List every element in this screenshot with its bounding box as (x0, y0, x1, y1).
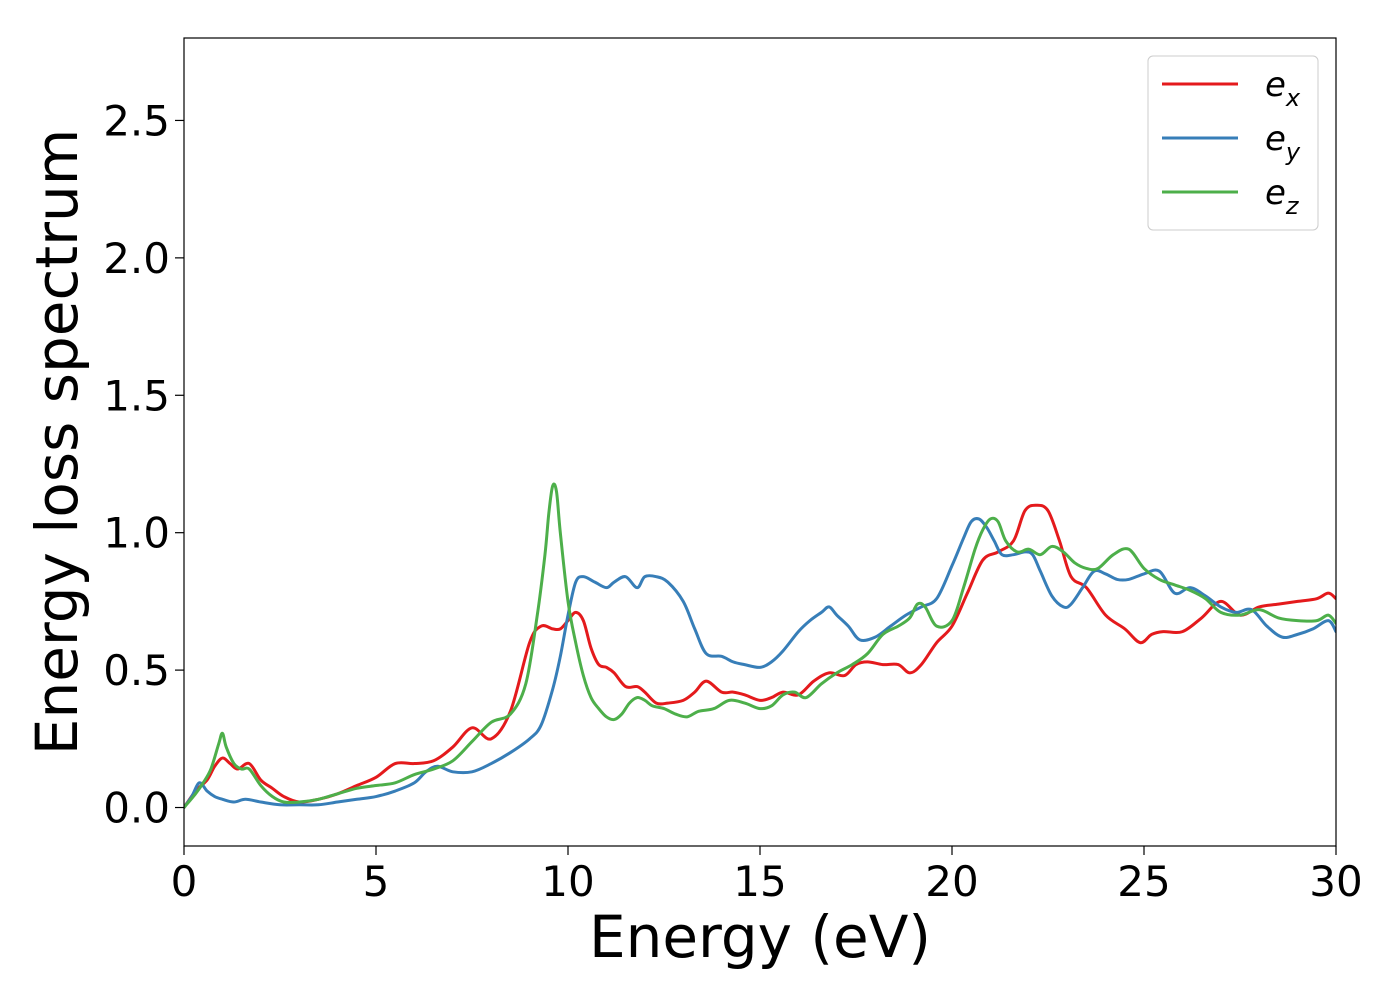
x-tick-label: 30 (1309, 857, 1362, 906)
series-line-y (184, 517, 1336, 810)
x-tick-label: 10 (541, 857, 594, 906)
y-axis-title: Energy loss spectrum (23, 129, 91, 755)
lines-layer (184, 482, 1336, 810)
y-tick-label: 1.0 (103, 509, 170, 558)
y-tick-label: 2.5 (103, 96, 170, 145)
legend: ex ey ez (1147, 55, 1319, 231)
legend-label-z: ez (1265, 173, 1300, 220)
y-axis: 0.0 0.5 1.0 1.5 2.0 2.5 (103, 96, 184, 833)
y-tick-label: 0.0 (103, 784, 170, 833)
x-tick-label: 5 (363, 857, 390, 906)
legend-label-y: ey (1265, 119, 1301, 166)
series-line-x (184, 503, 1336, 810)
x-tick-label: 25 (1117, 857, 1170, 906)
x-axis-title: Energy (eV) (589, 903, 931, 971)
y-tick-label: 1.5 (103, 371, 170, 420)
legend-label-x: ex (1265, 65, 1301, 112)
y-tick-label: 0.5 (103, 646, 170, 695)
x-axis: 0 5 10 15 20 25 30 (171, 846, 1363, 906)
x-tick-label: 20 (925, 857, 978, 906)
legend-box (1147, 55, 1319, 231)
y-tick-label: 2.0 (103, 234, 170, 283)
x-tick-label: 0 (171, 857, 198, 906)
series-line-z (184, 482, 1336, 810)
x-tick-label: 15 (733, 857, 786, 906)
